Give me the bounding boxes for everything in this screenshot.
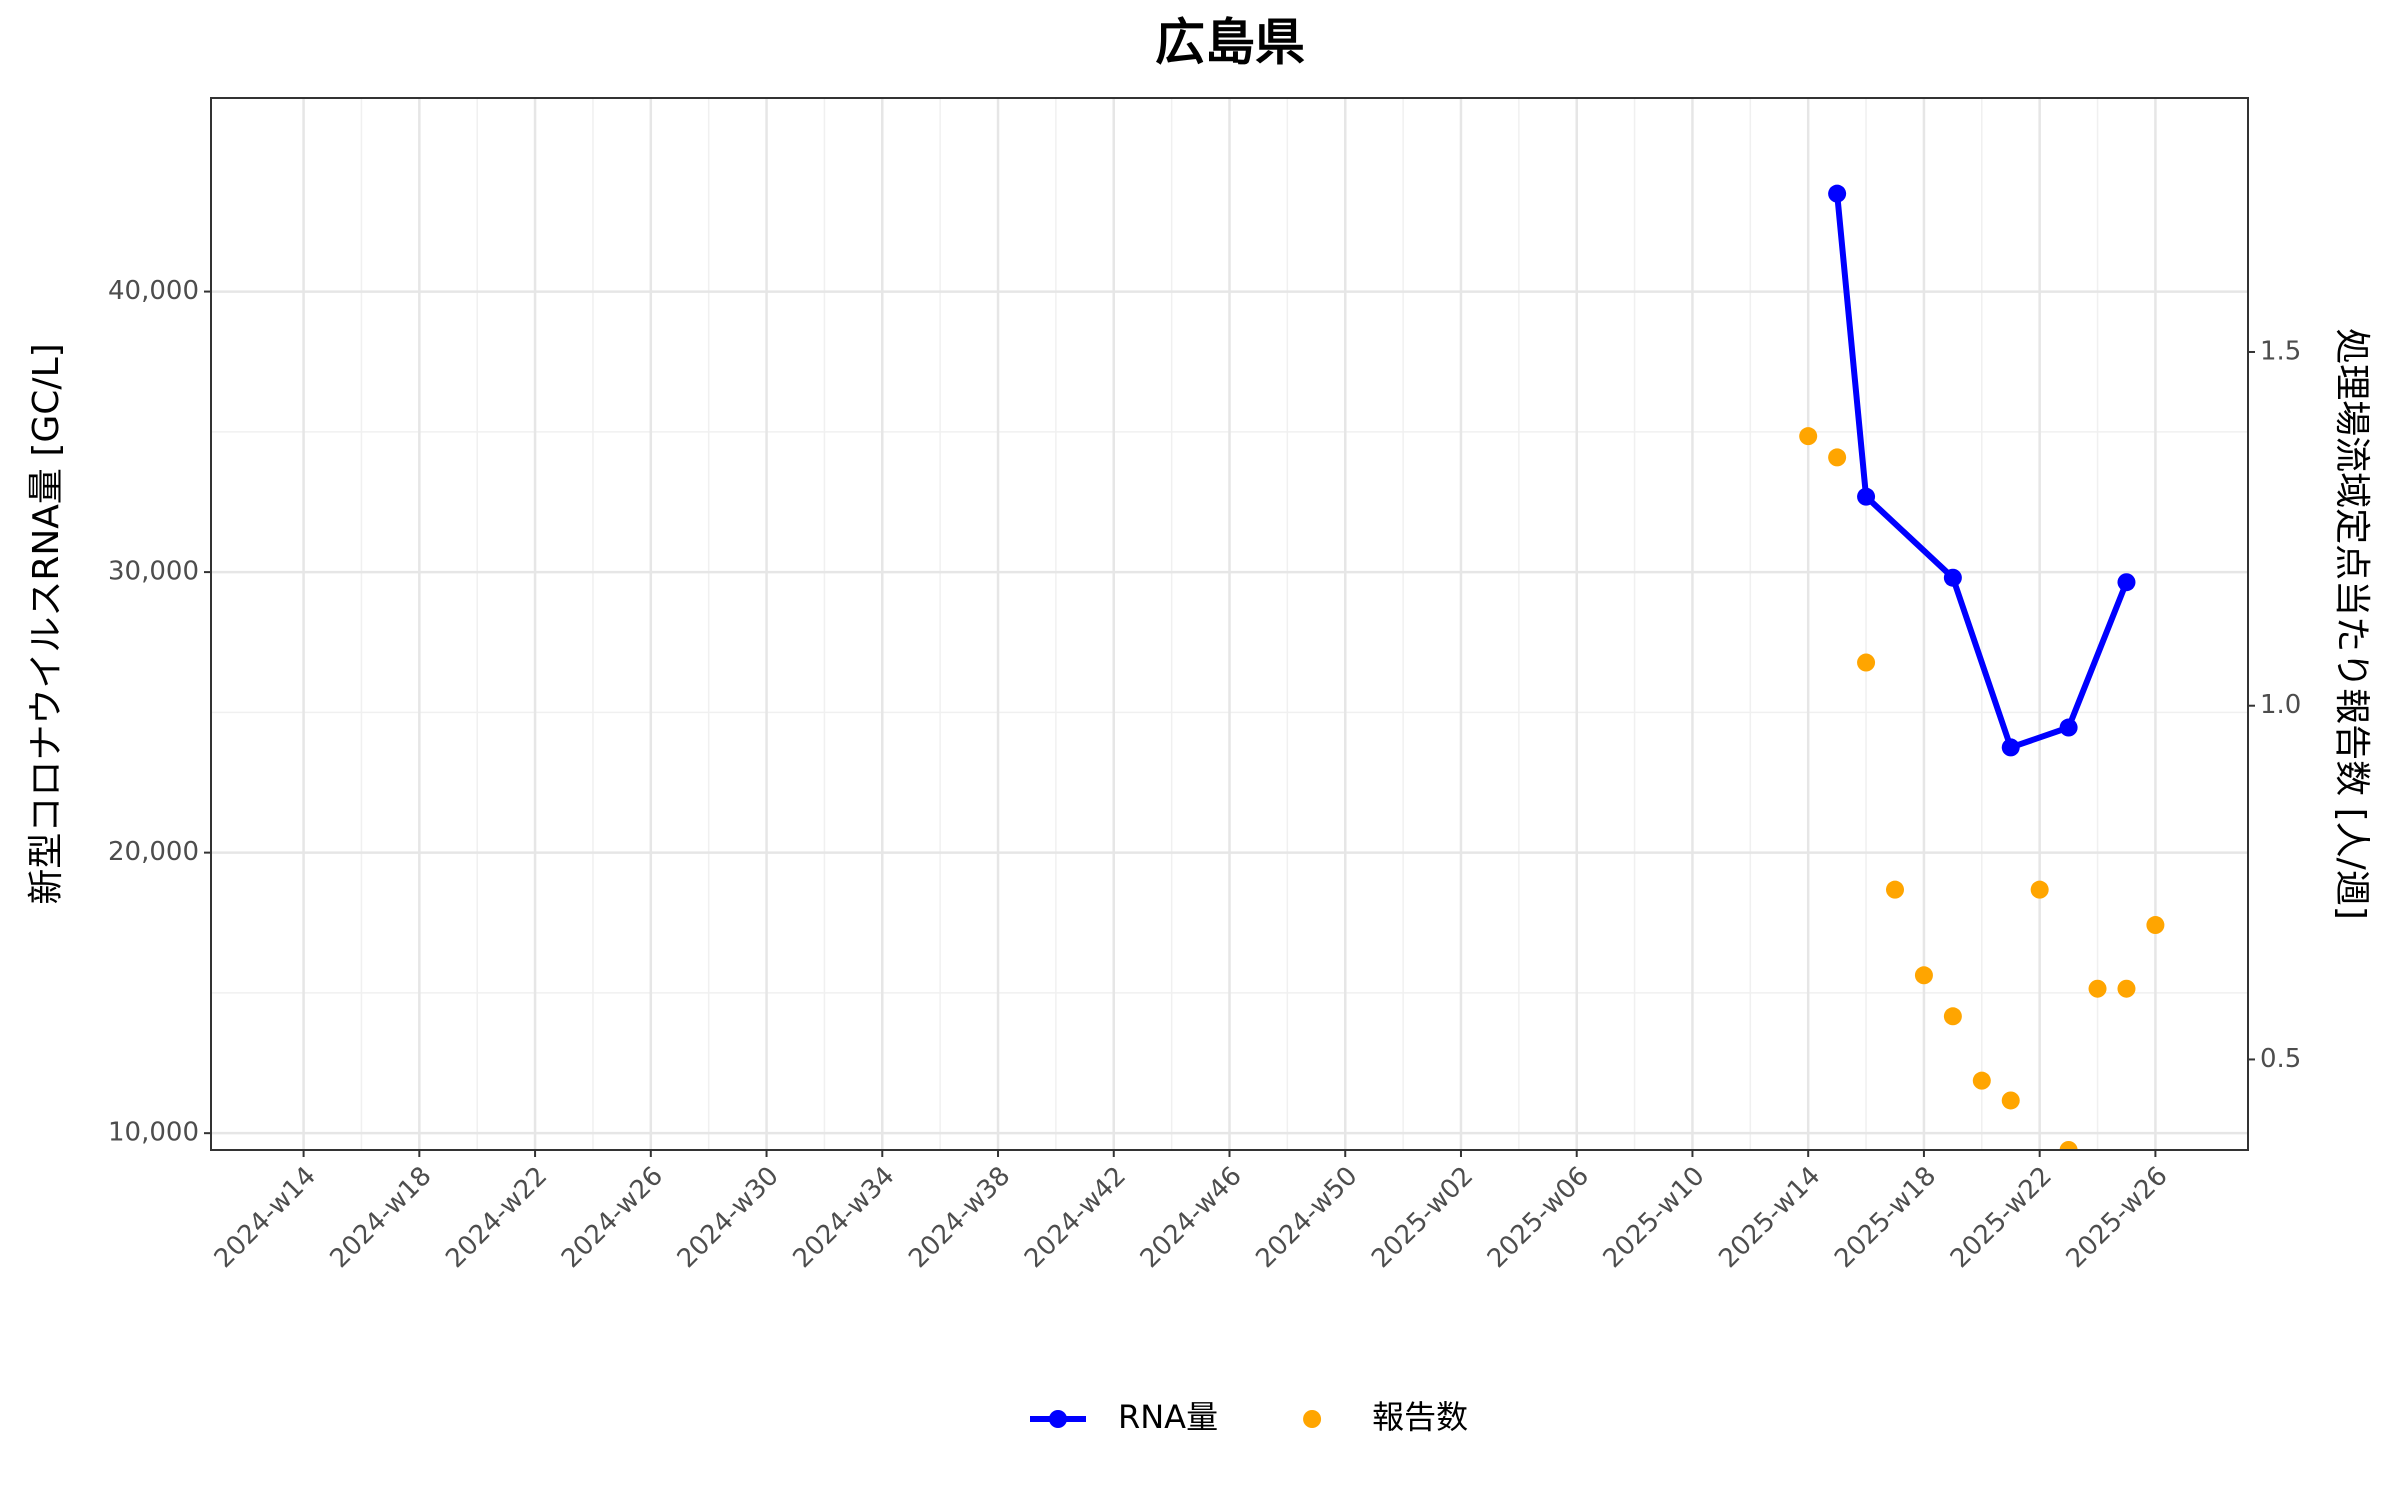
rna-point [1857, 487, 1876, 506]
report-point [2146, 916, 2165, 935]
y2-axis-title: 処理場流域定点当たり報告数 [人/週] [2331, 328, 2372, 920]
rna-point [2001, 738, 2020, 757]
report-point [1943, 1007, 1962, 1026]
rna-line [1834, 193, 2130, 751]
y2-tick-label: 1.0 [2260, 690, 2301, 720]
report-point [1885, 880, 1904, 899]
plot-area [1799, 184, 2165, 1150]
report-point [2001, 1091, 2020, 1110]
legend-label: RNA量 [1118, 1398, 1218, 1436]
y2-tick-label: 0.5 [2260, 1044, 2301, 1074]
rna-point [1828, 184, 1847, 203]
legend-marker [1049, 1410, 1067, 1428]
report-point [1857, 653, 1876, 672]
y-tick-label: 30,000 [108, 557, 199, 587]
rna-point [2059, 718, 2078, 737]
chart-title: 広島県 [1155, 14, 1305, 72]
report-point [1828, 448, 1847, 467]
y-tick-label: 40,000 [108, 276, 199, 306]
y-tick-label: 20,000 [108, 837, 199, 867]
y-tick-label: 10,000 [108, 1118, 199, 1148]
report-point [1972, 1071, 1991, 1090]
grid [211, 98, 2248, 1150]
legend-marker [1303, 1410, 1322, 1428]
report-point [1799, 427, 1818, 446]
panel-border [210, 97, 2249, 1151]
report-point [2059, 1141, 2078, 1150]
rna-point [1943, 568, 1962, 587]
rna-point [2117, 573, 2136, 592]
report-point [2088, 979, 2107, 998]
y2-tick-label: 1.5 [2260, 336, 2301, 366]
report-point [1914, 966, 1933, 985]
report-point [2117, 979, 2136, 998]
y-axis-title: 新型コロナウイルスRNA量 [GC/L] [26, 343, 67, 904]
legend-label: 報告数 [1372, 1398, 1468, 1436]
report-point [2030, 880, 2049, 899]
